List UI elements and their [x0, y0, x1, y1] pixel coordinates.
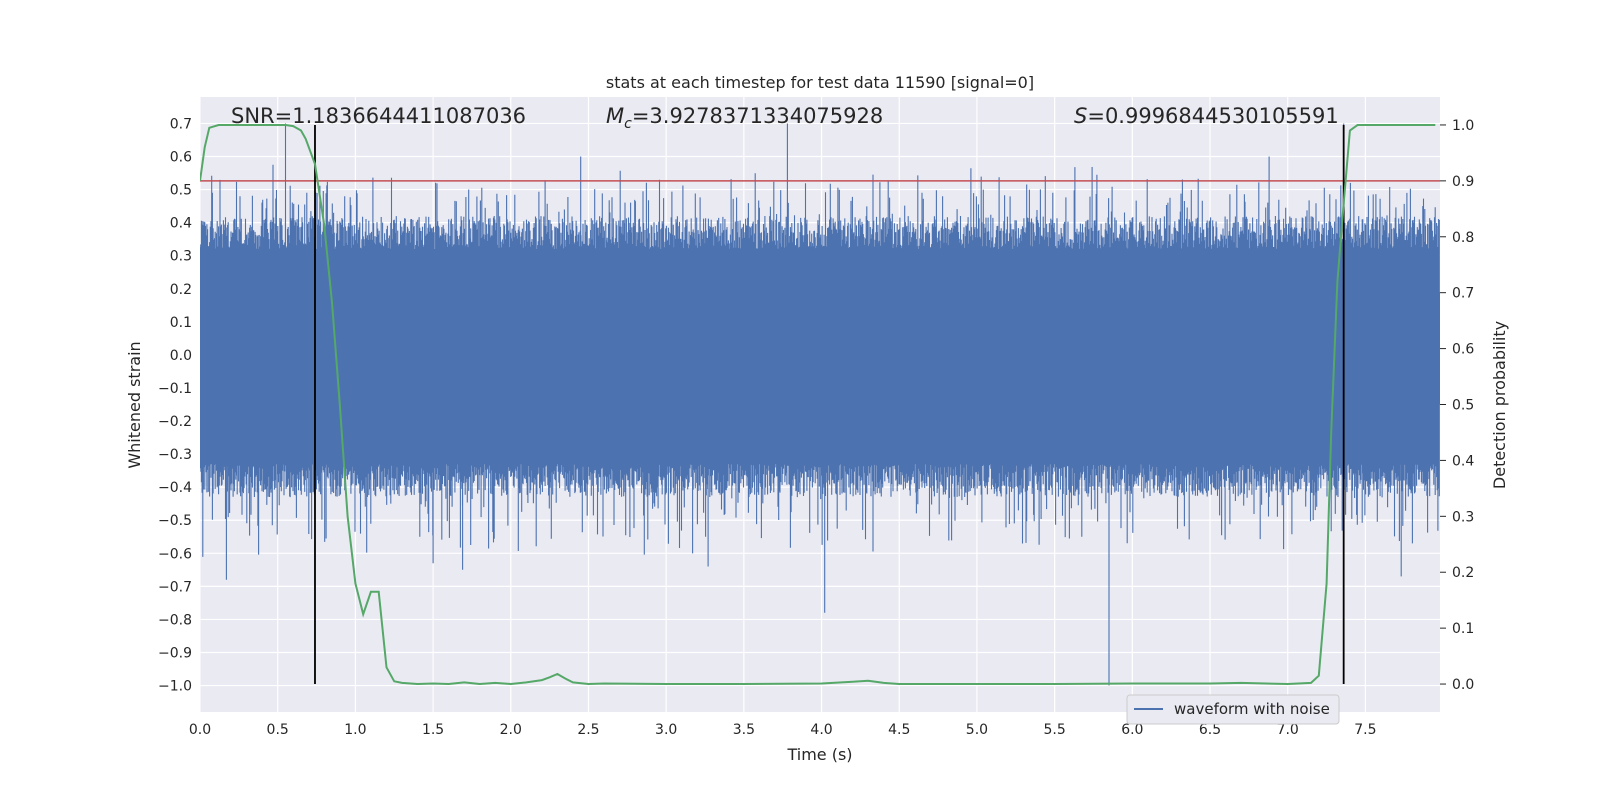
y-right-tick-label: 0.0 — [1452, 677, 1474, 693]
y-right-tick-label: 0.9 — [1452, 174, 1474, 190]
y-tick-label: −0.5 — [158, 513, 192, 529]
x-tick-label: 2.5 — [577, 722, 599, 738]
x-tick-label: 7.0 — [1277, 722, 1299, 738]
y-tick-label: 0.6 — [170, 150, 192, 166]
y-tick-label: 0.2 — [170, 282, 192, 298]
snr-annotation: SNR=1.1836644411087036 — [231, 104, 526, 128]
legend-label: waveform with noise — [1174, 700, 1330, 718]
y-right-tick-label: 0.2 — [1452, 565, 1474, 581]
chirp-mass-subscript: c — [624, 116, 632, 132]
y-right-tick-label: 0.8 — [1452, 230, 1474, 246]
probability-line — [200, 124, 1436, 686]
y-tick-label: −0.3 — [158, 447, 192, 463]
s-annotation: S=0.9996844530105591 — [1074, 104, 1339, 128]
y-tick-label: 0.1 — [170, 315, 192, 331]
y-tick-label: −1.0 — [158, 679, 192, 695]
y-tick-label: −0.2 — [158, 414, 192, 430]
s-value: =0.9996844530105591 — [1087, 104, 1338, 128]
y-tick-label: −0.9 — [158, 645, 192, 661]
overlays — [200, 124, 1440, 685]
x-tick-label: 1.5 — [422, 722, 444, 738]
x-tick-labels: 0.0 0.5 1.0 1.5 2.0 2.5 3.0 3.5 4.0 4.5 5.0 5.5 6.0 6… — [189, 722, 1377, 738]
chart-title: stats at each timestep for test data 115… — [606, 73, 1034, 92]
series-waveform-with-noise — [200, 123, 1440, 686]
x-tick-label: 3.5 — [733, 722, 755, 738]
x-tick-label: 7.5 — [1354, 722, 1376, 738]
waveform-trace — [200, 123, 1440, 686]
y-right-axis-label: Detection probability — [1490, 321, 1509, 489]
y-right-tick-label: 1.0 — [1452, 118, 1474, 134]
y-axis-label: Whitened strain — [125, 341, 144, 468]
y-tick-label: −0.1 — [158, 381, 192, 397]
y-tick-label: −0.8 — [158, 612, 192, 628]
y-right-tick-label: 0.3 — [1452, 509, 1474, 525]
y-tick-label: −0.7 — [158, 579, 192, 595]
x-tick-label: 0.0 — [189, 722, 211, 738]
chirp-mass-value: =3.9278371334075928 — [632, 104, 883, 128]
x-tick-label: 0.5 — [267, 722, 289, 738]
y-tick-labels: 0.7 0.6 0.5 0.4 0.3 0.2 0.1 0.0 −0.1 −0.2 −0.3 −0.4… — [158, 116, 192, 694]
y-right-tick-label: 0.6 — [1452, 342, 1474, 358]
x-tick-label: 5.0 — [966, 722, 988, 738]
y-tick-label: −0.6 — [158, 546, 192, 562]
y-right-tick-labels: 1.0 0.9 0.8 0.7 0.6 0.5 0.4 0.3 0.2 0.1 0.0 — [1440, 118, 1474, 693]
s-symbol: S — [1074, 104, 1087, 128]
y-tick-label: 0.4 — [170, 216, 192, 232]
chirp-mass-annotation: Mc=3.9278371334075928 — [606, 104, 883, 132]
y-tick-label: 0.0 — [170, 348, 192, 364]
legend: waveform with noise — [1126, 694, 1340, 725]
y-right-tick-label: 0.5 — [1452, 398, 1474, 414]
x-tick-label: 2.0 — [500, 722, 522, 738]
x-tick-label: 3.0 — [655, 722, 677, 738]
legend-box — [1126, 694, 1340, 725]
y-tick-label: 0.5 — [170, 183, 192, 199]
y-right-tick-label: 0.4 — [1452, 453, 1474, 469]
x-tick-label: 6.5 — [1199, 722, 1221, 738]
y-right-tick-label: 0.7 — [1452, 286, 1474, 302]
x-tick-label: 4.0 — [810, 722, 832, 738]
x-tick-label: 5.5 — [1044, 722, 1066, 738]
chirp-mass-symbol: M — [606, 104, 624, 128]
y-tick-label: 0.7 — [170, 116, 192, 132]
y-right-tick-label: 0.1 — [1452, 621, 1474, 637]
series-detection-probability — [200, 124, 1436, 686]
x-tick-label: 1.0 — [344, 722, 366, 738]
y-tick-label: 0.3 — [170, 249, 192, 265]
x-axis-label: Time (s) — [786, 745, 852, 764]
y-tick-label: −0.4 — [158, 480, 192, 496]
x-tick-label: 6.0 — [1121, 722, 1143, 738]
x-tick-label: 4.5 — [888, 722, 910, 738]
